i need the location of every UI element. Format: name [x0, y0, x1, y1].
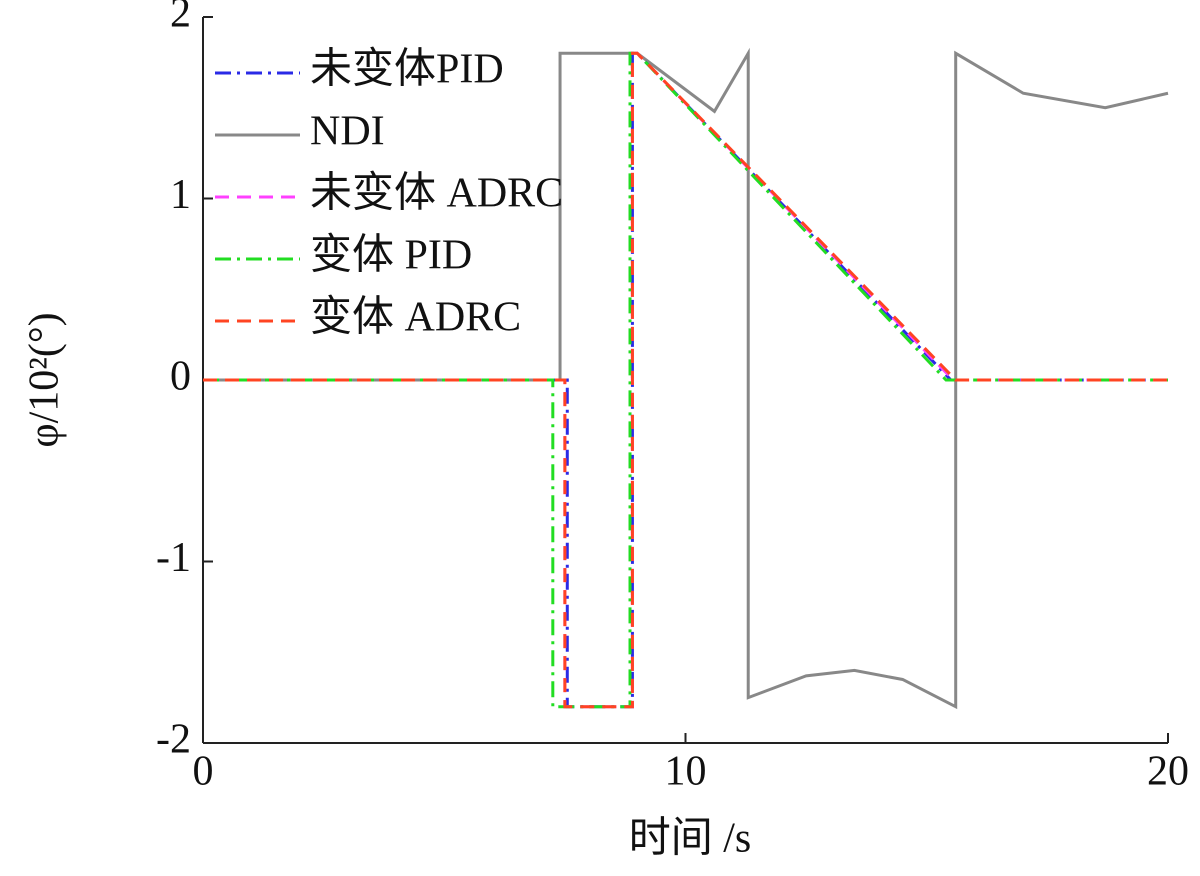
y-tick-label: 0	[170, 354, 191, 400]
series-line	[203, 51, 1168, 709]
x-tick-label: 0	[193, 749, 214, 795]
y-tick-label: 2	[170, 0, 191, 37]
series-line	[203, 47, 1169, 710]
y-axis-label: φ/10²(°)	[22, 312, 68, 447]
y-tick-label: -2	[156, 717, 191, 763]
legend-label: NDI	[310, 109, 385, 155]
legend-label: 未变体 ADRC	[310, 170, 563, 217]
x-tick-label: 20	[1147, 749, 1189, 795]
y-tick-label: -1	[156, 535, 191, 581]
x-tick-label: 10	[665, 749, 707, 795]
x-axis-label: 时间 /s	[629, 816, 752, 862]
legend-label: 变体 PID	[310, 232, 472, 279]
legend-label: 变体 ADRC	[310, 294, 521, 341]
series-line	[203, 51, 1168, 709]
legend-label: 未变体PID	[310, 46, 504, 93]
y-tick-label: 1	[170, 172, 191, 218]
